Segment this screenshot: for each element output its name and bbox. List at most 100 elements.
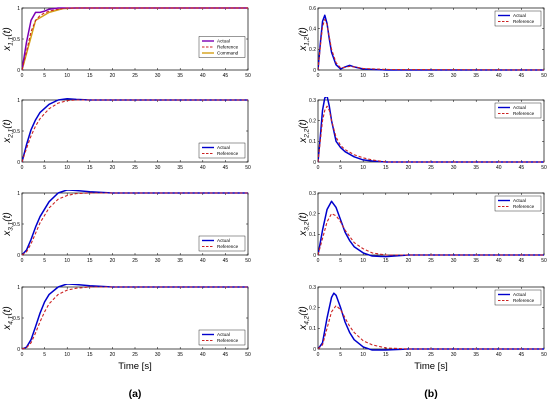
series-line-reference: [22, 192, 248, 256]
y-tick-label: 0.1: [309, 139, 316, 145]
x-tick-label: 45: [519, 258, 525, 264]
y-tick-label: 0.3: [309, 285, 316, 291]
x-tick-label: 20: [406, 352, 412, 358]
x-tick-label: 5: [43, 352, 46, 358]
y-tick-label: 0.1: [309, 232, 316, 238]
x-tick-label: 10: [64, 73, 70, 79]
subplot-4: 0 5 10 15 20 25 30 35 40 45 50 0 0.5 1 x4,1(t) ActualRe…: [2, 284, 251, 372]
x-tick-label: 15: [383, 73, 389, 79]
legend-box: [494, 102, 542, 119]
x-tick-label: 15: [87, 352, 93, 358]
x-tick-label: 35: [473, 258, 479, 264]
x-tick-label: 20: [110, 165, 116, 171]
y-tick-label: 0.5: [13, 222, 20, 228]
x-tick-label: 35: [473, 73, 479, 79]
x-tick-label: 10: [360, 352, 366, 358]
series-group: [22, 7, 248, 71]
series-line-reference: [318, 105, 544, 163]
y-tick-label: 0.4: [309, 26, 316, 32]
subplot-2: 0 5 10 15 20 25 30 35 40 45 50 0 0.5 1 x2,1(t) ActualRe…: [2, 98, 251, 171]
y-tick-label: 0.3: [309, 191, 316, 197]
x-tick-label: 25: [132, 73, 138, 79]
x-axis-label: Time [s]: [414, 361, 447, 372]
x-tick-label: 45: [519, 73, 525, 79]
legend-label: Actual: [217, 332, 230, 337]
subplot-7: 0 5 10 15 20 25 30 35 40 45 50 0 0.1 0.2 0.3 x3,2(t) Act…: [298, 191, 547, 264]
subplot-5: 0 5 10 15 20 25 30 35 40 45 50 0 0.2 0.4 0.6 x1,2(t) Act…: [298, 6, 547, 79]
x-tick-label: 10: [360, 258, 366, 264]
series-group: [318, 200, 544, 258]
y-tick-label: 0: [17, 347, 20, 353]
x-tick-label: 40: [496, 352, 502, 358]
x-tick-label: 30: [155, 165, 161, 171]
panel-label-b: (b): [424, 388, 437, 400]
x-tick-label: 20: [110, 258, 116, 264]
y-tick-label: 0: [313, 347, 316, 353]
x-tick-label: 45: [223, 258, 229, 264]
x-tick-label: 30: [155, 258, 161, 264]
x-tick-label: 5: [43, 73, 46, 79]
x-tick-label: 0: [317, 73, 320, 79]
legend-box: [494, 289, 542, 306]
y-tick-label: 1: [17, 6, 20, 12]
x-tick-label: 15: [383, 258, 389, 264]
y-tick-label: 0: [17, 68, 20, 74]
y-tick-label: 0.5: [13, 129, 20, 135]
series-group: [22, 190, 248, 256]
series-group: [22, 284, 248, 350]
x-tick-label: 5: [43, 258, 46, 264]
series-line-actual: [22, 98, 248, 163]
legend-label: Actual: [513, 105, 526, 110]
y-tick-label: 0.3: [309, 98, 316, 104]
y-tick-label: 0: [313, 68, 316, 74]
series-group: [318, 292, 544, 351]
legend-label: Actual: [513, 292, 526, 297]
legend-box: [198, 36, 246, 58]
x-tick-label: 15: [87, 165, 93, 171]
series-line-reference: [318, 213, 544, 256]
y-tick-label: 0.2: [309, 305, 316, 311]
series-line-reference: [318, 305, 544, 350]
y-axis-label: x1,2(t): [298, 27, 311, 52]
x-tick-label: 35: [473, 352, 479, 358]
x-tick-label: 30: [155, 352, 161, 358]
x-tick-label: 25: [132, 352, 138, 358]
x-axis-label: Time [s]: [118, 361, 151, 372]
x-tick-label: 45: [223, 165, 229, 171]
y-tick-label: 0.2: [309, 47, 316, 53]
series-line-actual: [22, 190, 248, 256]
x-tick-label: 10: [64, 165, 70, 171]
series-line-reference: [318, 18, 544, 71]
x-tick-label: 30: [451, 165, 457, 171]
x-tick-label: 40: [496, 165, 502, 171]
x-tick-label: 25: [132, 258, 138, 264]
x-tick-label: 25: [132, 165, 138, 171]
x-tick-label: 35: [177, 258, 183, 264]
x-tick-label: 15: [383, 165, 389, 171]
legend-label: Actual: [217, 238, 230, 243]
y-axis-label: x4,2(t): [298, 306, 311, 331]
x-tick-label: 20: [406, 73, 412, 79]
y-tick-label: 0.1: [309, 326, 316, 332]
x-tick-label: 5: [339, 73, 342, 79]
y-axis-label: x2,1(t): [2, 119, 15, 144]
series-line-actual: [22, 7, 248, 71]
legend-label: Reference: [513, 19, 535, 24]
y-tick-label: 0.2: [309, 211, 316, 217]
y-tick-label: 0.6: [309, 6, 316, 12]
y-tick-label: 0: [313, 160, 316, 166]
x-tick-label: 20: [110, 352, 116, 358]
x-tick-label: 10: [360, 73, 366, 79]
x-tick-label: 50: [541, 352, 547, 358]
y-tick-label: 1: [17, 191, 20, 197]
subplot-3: 0 5 10 15 20 25 30 35 40 45 50 0 0.5 1 x3,1(t) ActualRe…: [2, 190, 251, 264]
x-tick-label: 30: [451, 258, 457, 264]
x-tick-label: 5: [339, 258, 342, 264]
x-tick-label: 25: [428, 352, 434, 358]
x-tick-label: 0: [21, 258, 24, 264]
